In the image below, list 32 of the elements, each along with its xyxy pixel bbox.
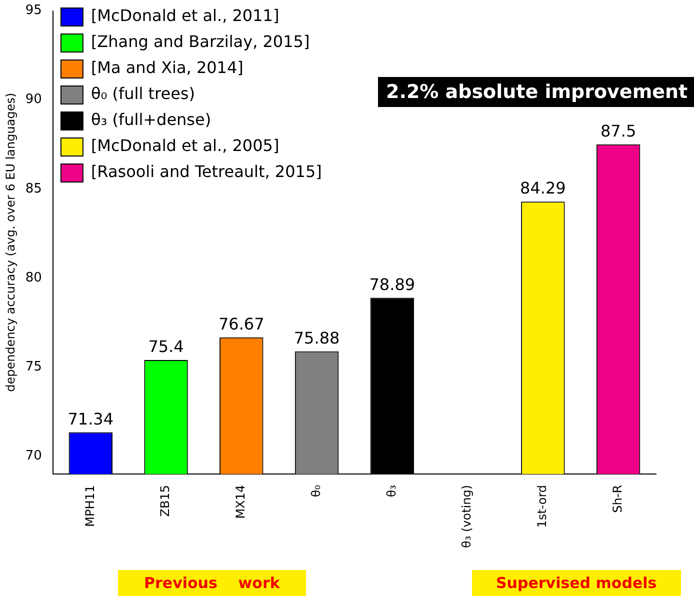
legend-label: [Rasooli and Tetreault, 2015] [90, 162, 322, 182]
y-tick-label: 80 [25, 270, 42, 286]
legend-label: [Ma and Xia, 2014] [90, 58, 244, 78]
x-tick-label: ZB15 [158, 484, 172, 517]
x-tick-label: θ₀ [308, 484, 323, 498]
text: Previous work [118, 570, 306, 596]
annotation: 2.2% absolute improvement [378, 76, 694, 107]
legend-label: θ₀ (full trees) [90, 84, 195, 104]
y-tick-label: 90 [25, 92, 42, 108]
data-label: 76.67 [218, 314, 264, 334]
text: Supervised models [472, 570, 681, 596]
data-label: 71.34 [68, 409, 114, 428]
legend-label: [Zhang and Barzilay, 2015] [90, 32, 310, 52]
y-tick-label: 85 [25, 181, 42, 196]
x-tick-label: Sh-R [610, 484, 624, 513]
x-tick-label: MX14 [234, 484, 248, 519]
y-axis-title: dependency accuracy (avg. over 6 EU languages) [3, 92, 18, 392]
legend-label: [McDonald et al., 2005] [90, 136, 280, 156]
legend-label: θ₃ (full+dense) [90, 110, 212, 130]
y-tick-label: 70 [25, 448, 42, 464]
y-tick-label: 75 [25, 359, 42, 374]
data-label: 75.4 [148, 337, 184, 356]
x-tick-label: θ₃ [384, 484, 398, 498]
data-label: 84.29 [520, 178, 566, 198]
x-tick-label: 1st-ord [535, 484, 550, 528]
data-label: 75.88 [294, 328, 340, 348]
y-tick-label: 95 [25, 3, 42, 18]
data-label: 78.89 [369, 274, 416, 294]
x-tick-label: θ₃ (voting) [460, 484, 474, 548]
x-tick-label: MPH11 [82, 484, 97, 527]
legend-label: [McDonald et al., 2011] [90, 6, 280, 26]
data-label: 87.5 [600, 122, 636, 141]
